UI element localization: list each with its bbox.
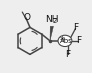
Text: F: F <box>65 50 70 59</box>
Text: 2: 2 <box>52 18 56 24</box>
Text: Abs: Abs <box>60 38 73 44</box>
Text: *: * <box>59 36 64 45</box>
Ellipse shape <box>58 35 72 47</box>
Text: F: F <box>74 23 79 32</box>
Polygon shape <box>50 26 53 41</box>
Text: O: O <box>23 13 30 22</box>
Text: F: F <box>76 36 81 45</box>
Text: NH: NH <box>45 15 59 24</box>
